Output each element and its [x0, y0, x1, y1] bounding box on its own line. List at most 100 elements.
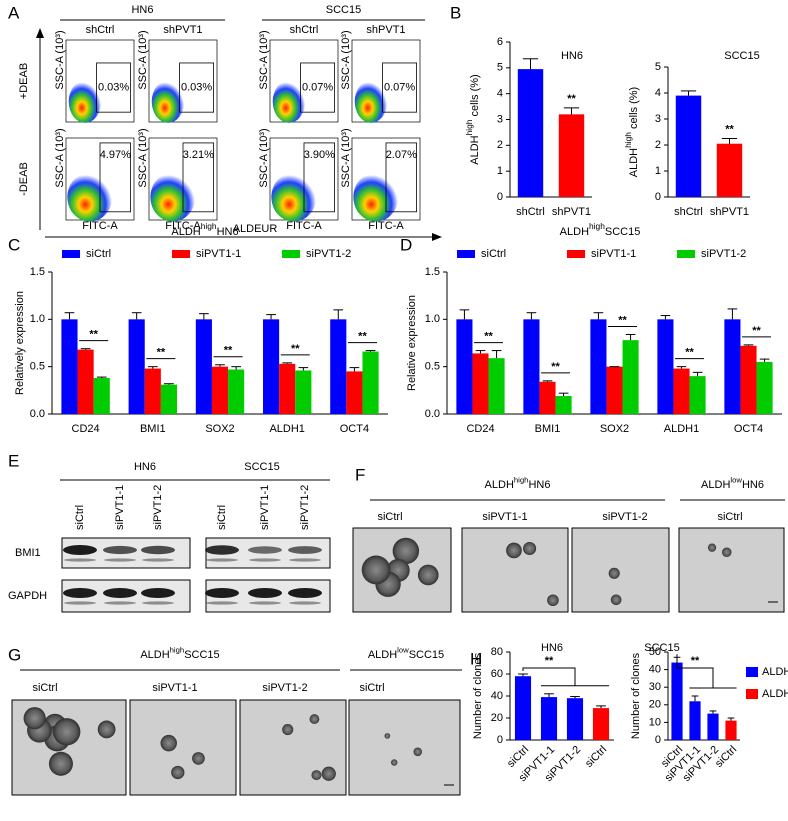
y-tick-label: 1.5	[30, 266, 45, 278]
y-tick-label: 0.0	[30, 408, 45, 420]
lane-label: siCtrl	[377, 511, 402, 523]
lane-label: siPVT1-1	[482, 511, 527, 523]
sphere	[97, 720, 116, 739]
sphere	[707, 543, 717, 552]
x-tick-label: siCtrl	[583, 744, 609, 770]
band	[141, 588, 175, 598]
gate	[303, 142, 336, 213]
sphere	[192, 752, 205, 765]
sphere	[171, 765, 185, 780]
group-label: ALDHlowHN6	[701, 476, 764, 491]
y-tick-label: 0.5	[30, 361, 45, 373]
band	[249, 601, 281, 605]
bar	[346, 371, 363, 414]
x-tick-label: SOX2	[600, 423, 629, 435]
band	[205, 545, 239, 555]
band	[205, 588, 239, 598]
sig-label: **	[224, 345, 233, 357]
y-tick-label: 50	[649, 646, 661, 658]
y-tick-label: 3	[655, 113, 661, 125]
y-axis-label: Number of clones	[630, 652, 642, 739]
bar	[606, 366, 623, 414]
chart-title: HN6	[561, 50, 583, 62]
lane-label: siCtrl	[74, 505, 86, 530]
bar	[716, 143, 743, 197]
x-tick-label: siCtrl	[713, 744, 739, 770]
bar	[707, 713, 719, 740]
sig-label: **	[545, 655, 554, 667]
gate-percent: 2.07%	[386, 149, 417, 161]
sig-label: **	[567, 93, 576, 105]
sig-label: **	[89, 329, 98, 341]
lane-label: siPVT1-2	[602, 511, 647, 523]
y-tick-label: 40	[491, 690, 503, 702]
lane-label: siPVT1-2	[152, 485, 164, 530]
cell-cloud	[150, 172, 196, 222]
bar	[689, 701, 701, 740]
legend-label: ALDHhigh	[762, 661, 788, 677]
micrograph	[239, 699, 347, 796]
bar	[740, 345, 757, 414]
sig-label: **	[157, 347, 166, 359]
bar	[160, 384, 177, 414]
gate	[182, 142, 215, 213]
legend-swatch	[746, 667, 758, 677]
y-tick-label: 6	[497, 36, 503, 48]
y-tick-label: 1.0	[30, 313, 45, 325]
bar	[566, 698, 584, 740]
panel-label: D	[400, 235, 412, 254]
text-part: high	[170, 646, 185, 655]
group-label: HN6	[134, 461, 156, 473]
sphere	[52, 718, 81, 746]
group-label: HN6	[131, 4, 153, 16]
band	[249, 558, 281, 562]
band	[104, 558, 136, 562]
sphere	[321, 766, 336, 781]
y-tick-label: 0.5	[425, 361, 440, 373]
text-part: ALDH	[368, 649, 397, 661]
text-part: SCC15	[605, 226, 640, 238]
text-part: cells (%)	[469, 74, 481, 119]
cell-cloud	[271, 172, 317, 222]
sphere	[160, 734, 177, 752]
plot-y-label: SSC-A (10³)	[340, 30, 352, 89]
gate	[385, 142, 418, 213]
band	[206, 601, 238, 605]
y-axis-label: Relatively expression	[14, 291, 26, 395]
gate-percent: 0.07%	[302, 81, 333, 93]
text-part: ALDH	[628, 148, 640, 177]
panel-label: E	[8, 451, 19, 470]
y-axis-label: Number of clones	[472, 652, 484, 739]
x-tick-label: OCT4	[340, 423, 369, 435]
sphere	[547, 594, 559, 607]
x-tick-label: shCtrl	[674, 206, 703, 218]
gate-percent: 3.21%	[183, 149, 214, 161]
lane-label: siPVT1-2	[262, 682, 307, 694]
gate-percent: 4.97%	[100, 149, 131, 161]
band	[288, 588, 322, 598]
text-part: SCC15	[184, 649, 219, 661]
y-axis-label: Relative expression	[406, 295, 418, 391]
lane-label: siPVT1-1	[259, 485, 271, 530]
gate	[96, 62, 131, 113]
band	[289, 558, 321, 562]
y-tick-label: 30	[649, 681, 661, 693]
plot-y-label: SSC-A (10³)	[137, 128, 149, 187]
cell-cloud	[67, 172, 113, 222]
sphere	[282, 724, 294, 736]
sig-label: **	[618, 314, 627, 326]
y-tick-label: 1.5	[425, 266, 440, 278]
y-tick-label: 5	[655, 61, 661, 73]
legend-label: siPVT1-1	[196, 248, 241, 260]
plot-y-label: SSC-A (10³)	[54, 30, 66, 89]
y-tick-label: 1	[497, 165, 503, 177]
band	[289, 601, 321, 605]
y-tick-label: 5	[497, 62, 503, 74]
gate	[382, 62, 418, 113]
bar	[93, 378, 110, 414]
sphere	[417, 564, 439, 586]
y-tick-label: 0	[497, 191, 503, 203]
y-tick-label: 10	[649, 716, 661, 728]
x-tick-label: BMI1	[535, 423, 561, 435]
